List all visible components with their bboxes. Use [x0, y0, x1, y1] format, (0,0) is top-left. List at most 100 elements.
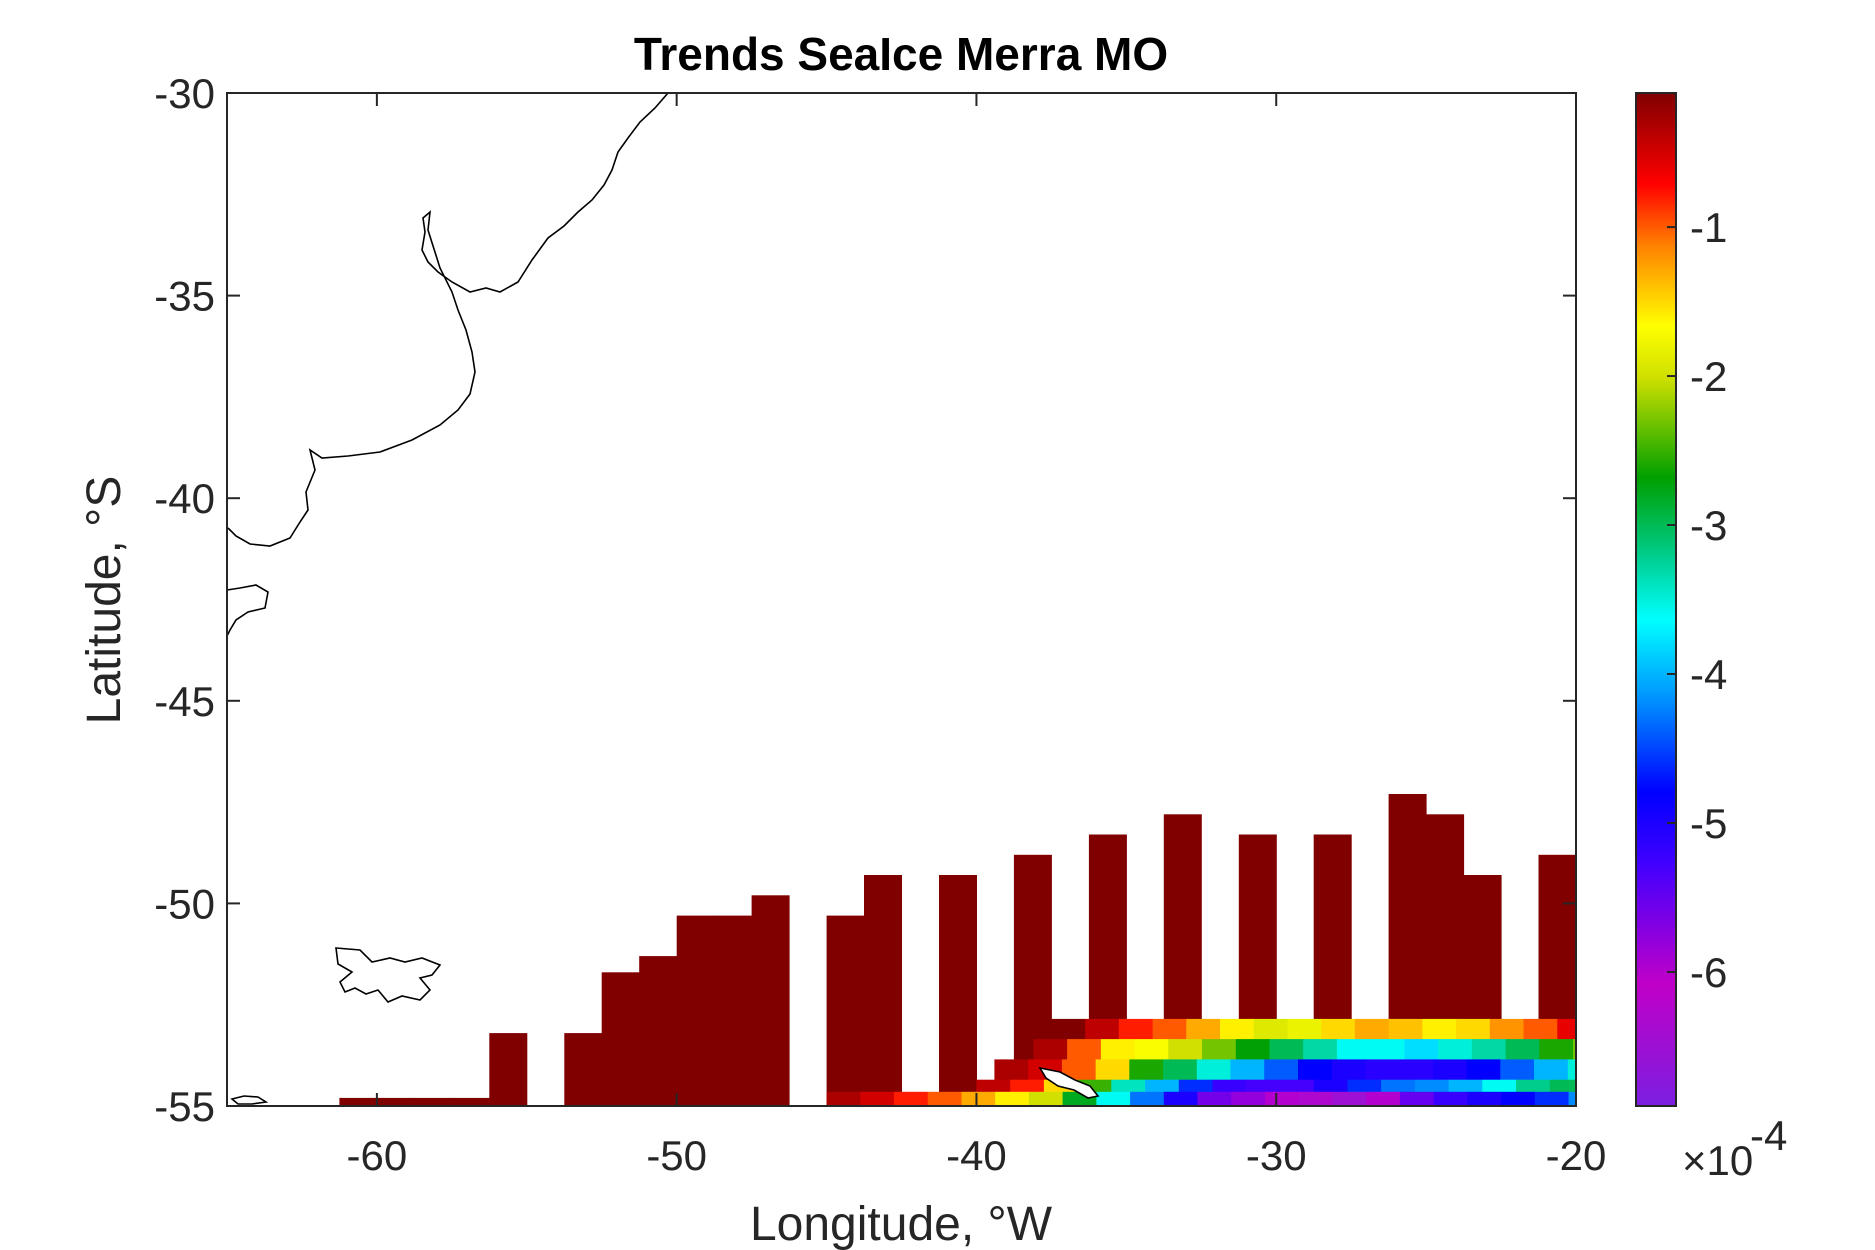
trend-cell	[1501, 1091, 1536, 1106]
trend-cell	[1737, 1092, 1771, 1113]
trend-cell	[1235, 1039, 1270, 1060]
trend-cell	[1432, 1059, 1468, 1081]
trend-cell	[1230, 1059, 1265, 1081]
coastline	[227, 93, 1100, 1105]
trend-background-region	[339, 794, 1614, 1106]
trend-region-column	[564, 1033, 603, 1106]
trend-cell	[1321, 1018, 1356, 1040]
trend-cell	[1674, 1039, 1708, 1060]
colorbar-tick-label: -4	[1690, 651, 1727, 698]
trend-region-column	[676, 915, 715, 1106]
trend-cell	[1770, 1059, 1804, 1080]
trend-region-column	[826, 915, 865, 1106]
trend-cell	[1703, 1092, 1737, 1113]
trend-cell	[1269, 1039, 1304, 1060]
x-tick-label: -30	[1246, 1132, 1307, 1179]
trend-cell	[1752, 1080, 1786, 1101]
colorbar-tick-label: -1	[1690, 204, 1727, 251]
trend-cell	[1438, 1039, 1473, 1060]
x-tick-label: -50	[646, 1132, 707, 1179]
trend-cell	[1591, 1019, 1625, 1040]
trend-region-column	[489, 1033, 528, 1106]
trend-cell	[1365, 1059, 1400, 1081]
trend-cell	[1534, 1091, 1569, 1106]
trend-cell	[1838, 1092, 1872, 1113]
trend-cell	[1718, 1080, 1752, 1101]
trend-region-column	[601, 972, 640, 1106]
colorbar-tick-label: -2	[1690, 353, 1727, 400]
trend-cell	[1067, 1039, 1102, 1060]
y-axis-label: Latitude, °S	[78, 476, 131, 725]
trend-cell	[1331, 1059, 1366, 1081]
trend-cell	[1298, 1091, 1333, 1106]
coastline-patagonia	[227, 584, 269, 637]
x-tick-label: -60	[347, 1132, 408, 1179]
trend-cell	[1602, 1092, 1636, 1113]
chart-title: Trends SeaIce Merra MO	[634, 28, 1168, 80]
trend-cell	[1202, 1039, 1237, 1060]
y-tick-label: -50	[154, 880, 215, 927]
trend-cell	[1354, 1018, 1390, 1040]
y-tick-label: -30	[154, 70, 215, 117]
trend-cell	[1523, 1018, 1558, 1040]
trend-cell	[1388, 1018, 1423, 1040]
coastline-south-georgia	[1038, 1066, 1100, 1099]
trend-cell	[1134, 1039, 1169, 1060]
colorbar: -1 -2 -3 -4 -5 -6 ×10 -4	[1635, 92, 1787, 1184]
colorbar-tick-label: -6	[1690, 949, 1727, 996]
trend-cell	[1771, 1092, 1805, 1113]
trend-cell	[1061, 1059, 1097, 1081]
trend-cell	[927, 1091, 962, 1106]
y-axis: -30 -35 -40 -45 -50 -55	[154, 70, 1576, 1130]
trend-cell	[961, 1091, 996, 1106]
trend-cell	[1584, 1080, 1618, 1101]
trend-cell	[1253, 1018, 1288, 1040]
trend-cell	[1534, 1059, 1569, 1081]
trend-cell	[1456, 1018, 1491, 1040]
trend-cell	[1602, 1059, 1636, 1080]
trend-cell	[1568, 1091, 1576, 1106]
coastline-tierra-del-fuego	[230, 1095, 269, 1105]
trend-region-column	[864, 875, 902, 1106]
trend-cell	[1685, 1080, 1719, 1101]
trend-cell	[1422, 1018, 1457, 1040]
trend-cell	[1152, 1018, 1187, 1040]
trend-cell	[1703, 1059, 1737, 1080]
trend-cell	[1220, 1018, 1255, 1040]
trend-region-column	[451, 1097, 490, 1106]
coastline-falkland-islands	[335, 947, 442, 1003]
colorbar-exponent: -4	[1750, 1112, 1787, 1159]
trend-cell	[1466, 1059, 1501, 1081]
x-tick-label: -40	[946, 1132, 1007, 1179]
trend-cell	[995, 1091, 1030, 1106]
trend-region-column	[376, 1097, 415, 1106]
trend-cell	[1298, 1059, 1333, 1081]
trend-cell	[1399, 1091, 1435, 1106]
trend-cell	[1051, 1018, 1086, 1040]
trend-region-column	[1576, 875, 1614, 1106]
trend-cell	[1489, 1018, 1524, 1040]
trend-cell	[1736, 1059, 1770, 1080]
trend-cell	[1186, 1018, 1221, 1040]
trend-cell	[1264, 1059, 1299, 1081]
trend-cell	[1820, 1080, 1854, 1101]
trend-cell	[1118, 1018, 1153, 1040]
trend-cell	[1033, 1039, 1068, 1060]
coastline-south-america	[227, 93, 669, 547]
trend-cell	[1231, 1091, 1266, 1106]
trend-cell	[1573, 1039, 1576, 1060]
trend-cell	[1500, 1059, 1535, 1081]
trend-cell	[1433, 1091, 1468, 1106]
trend-cell	[826, 1091, 861, 1106]
trend-cell	[894, 1091, 929, 1106]
trend-cell	[1287, 1018, 1322, 1040]
trend-cell	[1096, 1091, 1131, 1106]
y-tick-label: -40	[154, 475, 215, 522]
trend-cell	[1557, 1018, 1576, 1040]
trend-cell	[1805, 1092, 1839, 1113]
trend-cell	[1095, 1059, 1130, 1081]
trend-cell	[1404, 1039, 1439, 1060]
trend-cell	[1471, 1039, 1506, 1060]
trend-cell	[1786, 1080, 1820, 1101]
